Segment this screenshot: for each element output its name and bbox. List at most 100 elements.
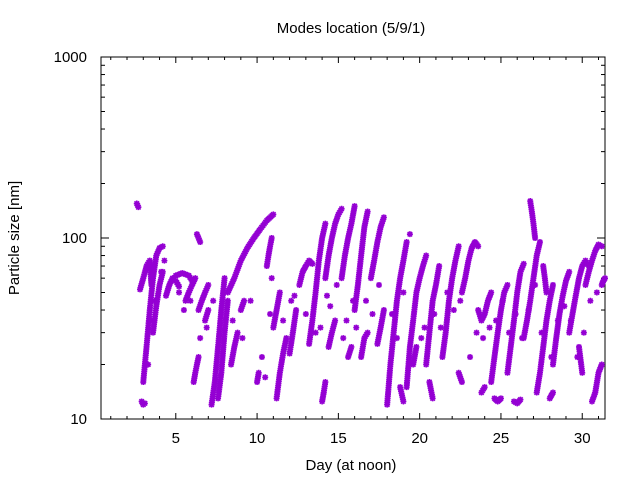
data-point (567, 317, 574, 324)
x-tick-label: 30 (574, 430, 591, 447)
data-point (536, 239, 543, 246)
data-point (141, 400, 148, 407)
data-point (348, 343, 355, 350)
data-point (512, 311, 519, 318)
y-tick-label: 1000 (54, 49, 87, 66)
data-point (221, 275, 228, 282)
x-tick-label: 25 (493, 430, 510, 447)
data-point (196, 237, 203, 244)
data-point (400, 289, 407, 296)
data-point (499, 297, 506, 304)
data-point (363, 297, 370, 304)
data-point (579, 369, 586, 376)
data-point (543, 289, 550, 296)
data-point (602, 275, 608, 282)
data-point (364, 329, 371, 336)
chart-title: Modes location (5/9/1) (277, 20, 425, 37)
data-point (429, 395, 436, 402)
data-point (195, 354, 202, 361)
data-point (488, 289, 495, 296)
data-point (239, 335, 246, 342)
data-point (159, 243, 166, 250)
data-point (323, 292, 330, 299)
plot-frame (100, 56, 606, 420)
data-point (431, 311, 438, 318)
data-point (322, 379, 329, 386)
data-point (520, 260, 527, 267)
data-point (455, 243, 462, 250)
data-point (413, 343, 420, 350)
data-point (224, 297, 231, 304)
data-point (561, 303, 568, 310)
data-point (450, 307, 457, 314)
data-point (192, 275, 199, 282)
data-point (423, 252, 430, 259)
data-point (598, 243, 605, 250)
data-point (473, 329, 480, 336)
data-point (333, 281, 340, 288)
data-point (566, 268, 573, 275)
data-point (376, 281, 383, 288)
data-point (338, 205, 345, 212)
data-point (151, 297, 158, 304)
data-point (538, 329, 545, 336)
data-point (180, 307, 187, 314)
data-point (389, 311, 396, 318)
x-tick-label: 15 (330, 430, 347, 447)
data-point (444, 289, 451, 296)
data-point (205, 281, 212, 288)
data-point (351, 203, 358, 210)
data-point (283, 335, 290, 342)
data-point (291, 292, 298, 299)
data-point (343, 317, 350, 324)
axes-layer (100, 56, 606, 420)
data-point (268, 235, 275, 241)
data-point (195, 235, 202, 241)
data-point (380, 307, 387, 314)
data-point (327, 303, 334, 310)
data-point (475, 243, 482, 250)
data-point (276, 289, 283, 296)
data-point (380, 214, 387, 221)
data-point (312, 329, 319, 336)
data-point (258, 354, 265, 361)
data-point (353, 324, 360, 331)
data-point (350, 297, 356, 304)
data-point (518, 266, 525, 273)
x-axis-label: Day (at noon) (306, 457, 397, 474)
data-point (493, 317, 500, 324)
data-point (519, 264, 526, 271)
data-point (203, 324, 210, 331)
data-point (262, 374, 269, 381)
data-point (229, 317, 236, 324)
data-point (270, 211, 277, 218)
data-point (403, 239, 410, 246)
data-point (525, 307, 532, 314)
data-point (197, 335, 204, 342)
data-point (418, 335, 425, 342)
data-point (234, 329, 241, 336)
data-point (554, 317, 561, 324)
data-point (421, 324, 428, 331)
data-point (593, 289, 600, 296)
x-tick-label: 10 (249, 430, 266, 447)
data-point (480, 335, 487, 342)
data-point (549, 281, 556, 288)
y-tick-label: 100 (62, 230, 87, 247)
data-point (255, 369, 262, 376)
ticks-layer: 5 10 15 20 25 30 10 100 1000 (54, 49, 605, 447)
data-point (302, 311, 309, 318)
data-point (148, 317, 155, 324)
data-point (332, 317, 339, 324)
data-point (161, 257, 168, 264)
data-point (340, 335, 347, 342)
data-point (241, 297, 248, 304)
data-point (393, 335, 400, 342)
data-point (267, 311, 274, 318)
data-point (532, 235, 539, 241)
data-point (309, 260, 316, 267)
data-point (532, 281, 539, 288)
data-point (549, 389, 556, 396)
